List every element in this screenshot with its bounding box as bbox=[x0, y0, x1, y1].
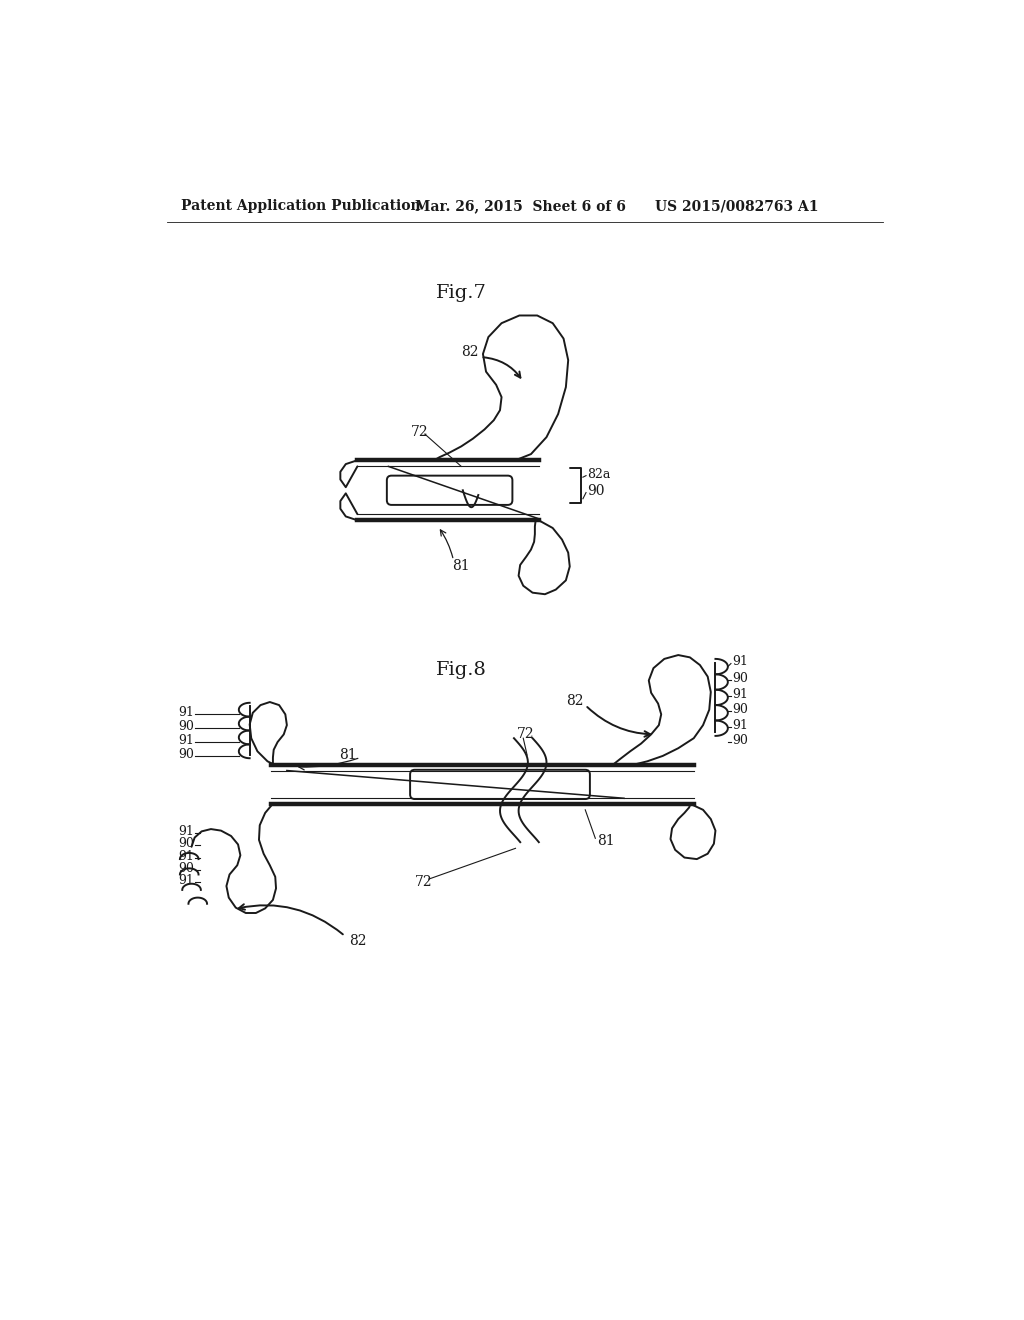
Text: 81: 81 bbox=[597, 834, 614, 847]
Text: 81: 81 bbox=[453, 560, 470, 573]
Text: 90: 90 bbox=[732, 734, 749, 747]
Text: 91: 91 bbox=[732, 655, 749, 668]
FancyBboxPatch shape bbox=[387, 475, 512, 506]
Text: 81: 81 bbox=[339, 748, 356, 762]
Text: US 2015/0082763 A1: US 2015/0082763 A1 bbox=[655, 199, 818, 213]
Text: 82: 82 bbox=[566, 694, 584, 709]
Text: 90: 90 bbox=[732, 672, 749, 685]
Text: 91: 91 bbox=[178, 825, 194, 838]
Text: 90: 90 bbox=[178, 862, 194, 875]
Text: 91: 91 bbox=[732, 718, 749, 731]
Text: 91: 91 bbox=[178, 850, 194, 862]
Text: 91: 91 bbox=[178, 706, 194, 719]
Text: 72: 72 bbox=[517, 727, 535, 742]
Text: 91: 91 bbox=[178, 734, 194, 747]
Text: Fig.8: Fig.8 bbox=[436, 661, 486, 680]
Text: 90: 90 bbox=[732, 704, 749, 717]
Text: 90: 90 bbox=[178, 837, 194, 850]
Text: 91: 91 bbox=[178, 874, 194, 887]
Text: 72: 72 bbox=[411, 425, 428, 438]
Text: 90: 90 bbox=[178, 748, 194, 760]
Text: 82a: 82a bbox=[588, 467, 611, 480]
Text: Mar. 26, 2015  Sheet 6 of 6: Mar. 26, 2015 Sheet 6 of 6 bbox=[415, 199, 626, 213]
Text: 82: 82 bbox=[461, 346, 479, 359]
Text: 82: 82 bbox=[349, 935, 367, 949]
Text: Fig.7: Fig.7 bbox=[436, 284, 486, 302]
FancyBboxPatch shape bbox=[410, 770, 590, 799]
Text: 91: 91 bbox=[732, 688, 749, 701]
Text: 72: 72 bbox=[415, 875, 432, 890]
Text: 90: 90 bbox=[588, 484, 605, 498]
Text: Patent Application Publication: Patent Application Publication bbox=[180, 199, 420, 213]
Text: 90: 90 bbox=[178, 721, 194, 733]
